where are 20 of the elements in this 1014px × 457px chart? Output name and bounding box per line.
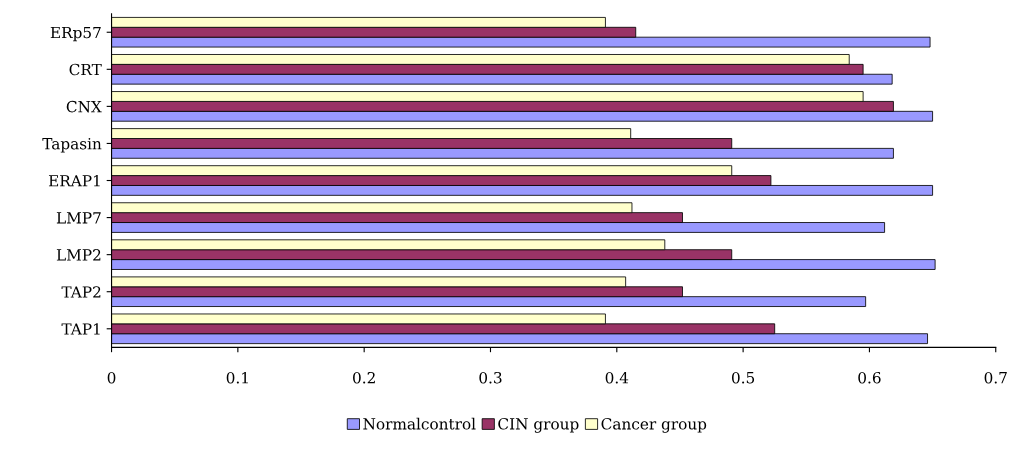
legend-label: CIN group (498, 418, 579, 433)
x-tick-label: 0.5 (731, 371, 755, 384)
y-tick-label: Tapasin (42, 138, 102, 153)
legend-label: Cancer group (601, 418, 707, 433)
y-tick-label: CNX (66, 100, 102, 113)
legend-label: Normalcontrol (363, 417, 476, 430)
y-tick-label: ERAP1 (48, 174, 100, 187)
x-tick-label: 0.2 (353, 371, 375, 384)
y-tick-label: LMP2 (56, 249, 101, 261)
y-tick-label: ERp57 (50, 26, 101, 42)
x-tick-label: 0.6 (858, 371, 881, 384)
x-tick-label: 0 (107, 371, 116, 384)
y-tick-label: LMP7 (56, 212, 101, 224)
y-tick-label: TAP1 (61, 323, 100, 335)
x-tick-label: 0.4 (605, 371, 629, 384)
x-tick-label: 0.3 (479, 371, 502, 384)
y-tick-label: TAP2 (61, 286, 101, 298)
x-tick-label: 0.1 (226, 371, 248, 384)
y-tick-label: CRT (69, 63, 102, 76)
x-tick-label: 0.7 (984, 371, 1007, 384)
